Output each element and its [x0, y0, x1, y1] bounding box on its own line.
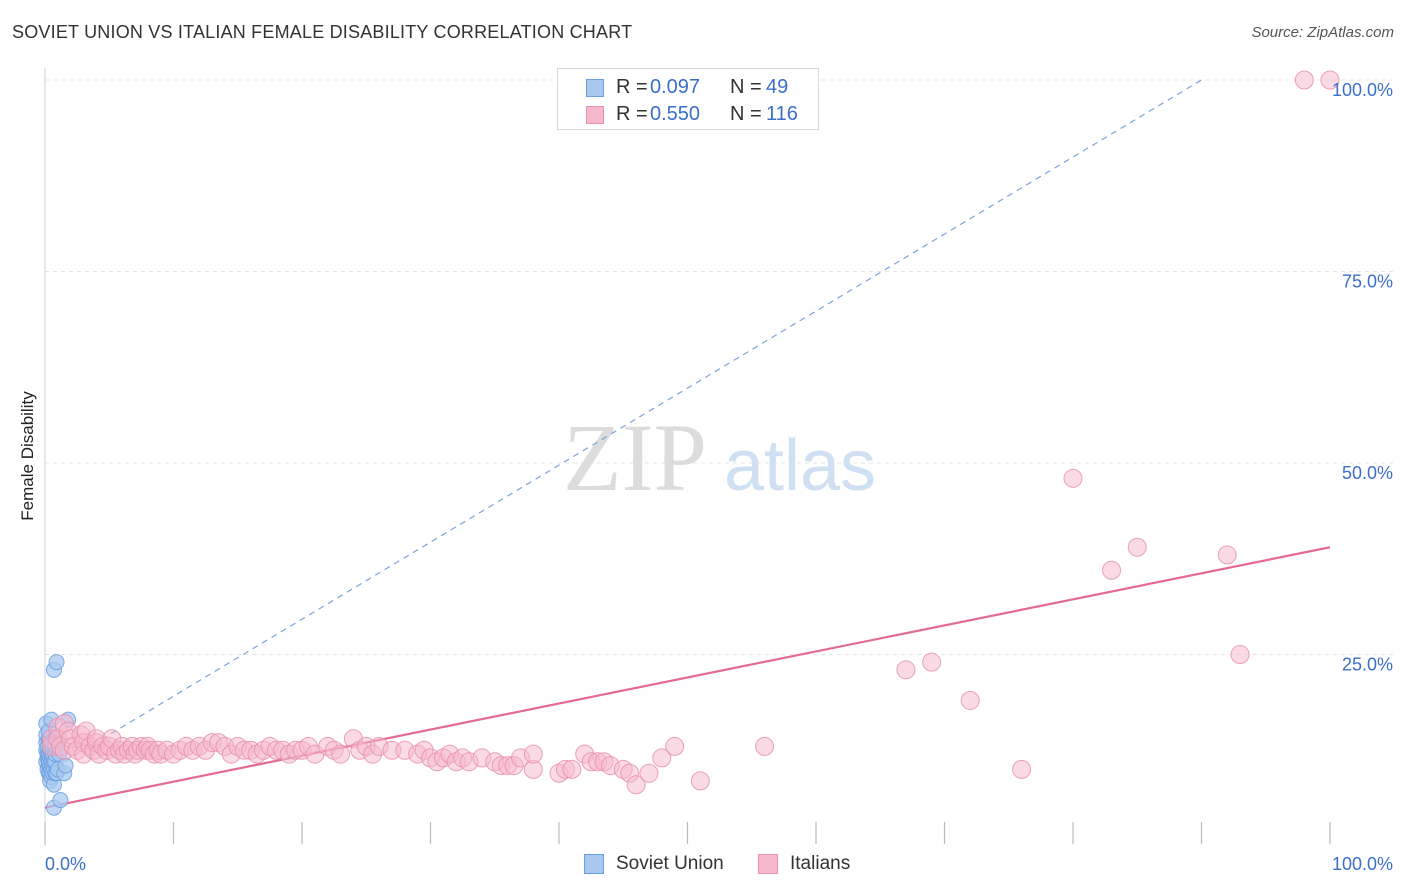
legend-n-label: N = — [730, 76, 762, 98]
legend-swatch-italians — [758, 854, 778, 874]
legend-n-value: 116 — [766, 103, 798, 125]
point-italians — [665, 736, 685, 756]
watermark-atlas: atlas — [724, 426, 876, 506]
series-legend: Soviet Union Italians — [0, 852, 1406, 878]
source-credit: Source: ZipAtlas.com — [1251, 24, 1394, 41]
legend-n-value: 49 — [766, 76, 789, 98]
y-tick-label: 100.0% — [1332, 80, 1393, 100]
point-italians — [1320, 70, 1340, 90]
point-italians — [1217, 545, 1237, 565]
legend-swatch-soviet-union — [584, 854, 604, 874]
legend-r-value: 0.550 — [650, 103, 701, 125]
point-italians — [562, 759, 582, 779]
trend-layer — [44, 79, 1331, 809]
point-italians — [896, 660, 916, 680]
legend-n-label: N = — [730, 103, 762, 125]
legend-row-soviet-union: R = 0.097 N = 49 — [558, 73, 818, 101]
trendline-soviet-union — [44, 79, 1202, 774]
point-italians — [1230, 645, 1250, 664]
point-italians — [1102, 560, 1122, 580]
legend-swatch-pink — [586, 106, 604, 124]
chart-title: SOVIET UNION VS ITALIAN FEMALE DISABILIT… — [12, 22, 633, 42]
legend-label-soviet-union: Soviet Union — [616, 853, 724, 874]
point-soviet-union — [52, 792, 69, 809]
trendline-italians — [44, 546, 1331, 809]
y-tick-label: 25.0% — [1342, 655, 1393, 675]
watermark: ZIP atlas — [563, 404, 876, 511]
legend-r-label: R = — [616, 103, 648, 125]
tick-label-layer: 25.0% 50.0% 75.0% 100.0% 0.0% 100.0% — [45, 80, 1393, 874]
point-italians — [331, 744, 351, 764]
point-italians — [523, 744, 543, 764]
point-italians — [1063, 468, 1083, 488]
grid-layer — [45, 79, 1395, 655]
point-italians — [639, 763, 659, 783]
y-tick-label: 50.0% — [1342, 463, 1393, 483]
x-tick-label-left: 0.0% — [45, 854, 86, 874]
point-italians — [690, 771, 710, 791]
legend-r-value: 0.097 — [650, 76, 701, 98]
legend-label-italians: Italians — [790, 853, 851, 874]
watermark-zip: ZIP — [563, 404, 707, 511]
point-italians — [652, 748, 672, 768]
point-italians — [1012, 759, 1032, 779]
point-italians — [755, 736, 775, 756]
legend-row-italians: R = 0.550 N = 116 — [558, 100, 818, 128]
y-tick-label: 75.0% — [1342, 272, 1393, 292]
point-soviet-union — [57, 757, 74, 774]
legend-r-label: R = — [616, 76, 648, 98]
point-soviet-union — [48, 654, 65, 671]
x-tick-label-right: 100.0% — [1332, 854, 1393, 874]
point-italians — [1127, 537, 1147, 557]
point-italians — [960, 690, 980, 710]
legend-swatch-blue — [586, 79, 604, 97]
point-italians — [922, 652, 942, 672]
points-layer — [38, 70, 1340, 816]
point-italians — [1294, 70, 1314, 90]
point-italians — [626, 775, 646, 795]
stats-legend: R = 0.097 N = 49 R = 0.550 N = 116 — [557, 68, 819, 130]
